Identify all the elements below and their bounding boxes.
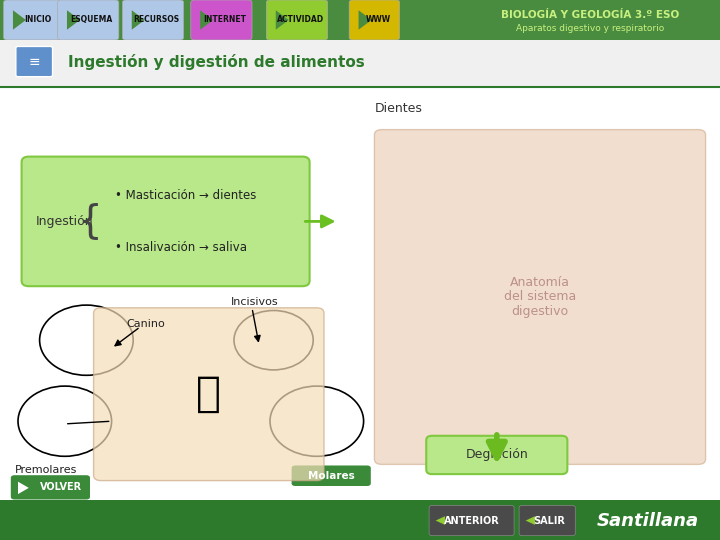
Text: Premolares: Premolares	[14, 465, 77, 475]
FancyBboxPatch shape	[0, 500, 720, 540]
Text: ANTERIOR: ANTERIOR	[444, 516, 500, 525]
FancyBboxPatch shape	[519, 505, 575, 536]
Text: Dientes: Dientes	[374, 102, 422, 114]
FancyBboxPatch shape	[94, 308, 324, 481]
FancyBboxPatch shape	[22, 157, 310, 286]
Text: • Masticación → dientes: • Masticación → dientes	[115, 189, 256, 202]
Text: RECURSOS: RECURSOS	[133, 16, 180, 24]
Polygon shape	[13, 10, 26, 30]
Polygon shape	[18, 482, 29, 494]
Text: ≡: ≡	[28, 55, 40, 69]
Text: Santillana: Santillana	[597, 511, 699, 530]
Text: BIOLOGÍA Y GEOLOGÍA 3.º ESO: BIOLOGÍA Y GEOLOGÍA 3.º ESO	[501, 10, 680, 19]
FancyBboxPatch shape	[16, 46, 53, 77]
Polygon shape	[132, 10, 145, 30]
Polygon shape	[526, 516, 535, 525]
Text: Ingestión: Ingestión	[36, 215, 94, 228]
Text: Ingestión y digestión de alimentos: Ingestión y digestión de alimentos	[68, 53, 365, 70]
Polygon shape	[67, 10, 80, 30]
Text: Incisivos: Incisivos	[230, 298, 278, 307]
Polygon shape	[276, 10, 289, 30]
Text: ESQUEMA: ESQUEMA	[71, 16, 113, 24]
Polygon shape	[436, 516, 445, 525]
Text: Deglución: Deglución	[465, 448, 528, 461]
Text: INICIO: INICIO	[24, 16, 51, 24]
FancyBboxPatch shape	[4, 0, 65, 40]
Text: {: {	[78, 202, 102, 240]
Text: SALIR: SALIR	[534, 516, 565, 525]
Text: Canino: Canino	[126, 319, 165, 329]
Text: WWW: WWW	[366, 16, 390, 24]
FancyBboxPatch shape	[429, 505, 514, 536]
Polygon shape	[359, 10, 372, 30]
Text: VOLVER: VOLVER	[40, 482, 82, 492]
Text: Anatomía
del sistema
digestivo: Anatomía del sistema digestivo	[504, 275, 576, 319]
FancyBboxPatch shape	[374, 130, 706, 464]
Text: Molares: Molares	[308, 471, 354, 481]
Text: Aparatos digestivo y respiratorio: Aparatos digestivo y respiratorio	[516, 24, 665, 32]
FancyBboxPatch shape	[191, 0, 252, 40]
Text: 🦷: 🦷	[197, 373, 221, 415]
FancyBboxPatch shape	[292, 465, 371, 486]
Text: • Insalivación → saliva: • Insalivación → saliva	[115, 241, 247, 254]
Polygon shape	[200, 10, 213, 30]
Text: ACTIVIDAD: ACTIVIDAD	[277, 16, 324, 24]
FancyBboxPatch shape	[0, 0, 720, 40]
FancyBboxPatch shape	[0, 40, 720, 86]
FancyBboxPatch shape	[426, 436, 567, 474]
Text: INTERNET: INTERNET	[204, 16, 246, 24]
FancyBboxPatch shape	[349, 0, 400, 40]
FancyBboxPatch shape	[58, 0, 119, 40]
FancyBboxPatch shape	[266, 0, 328, 40]
FancyBboxPatch shape	[122, 0, 184, 40]
FancyBboxPatch shape	[11, 475, 90, 500]
